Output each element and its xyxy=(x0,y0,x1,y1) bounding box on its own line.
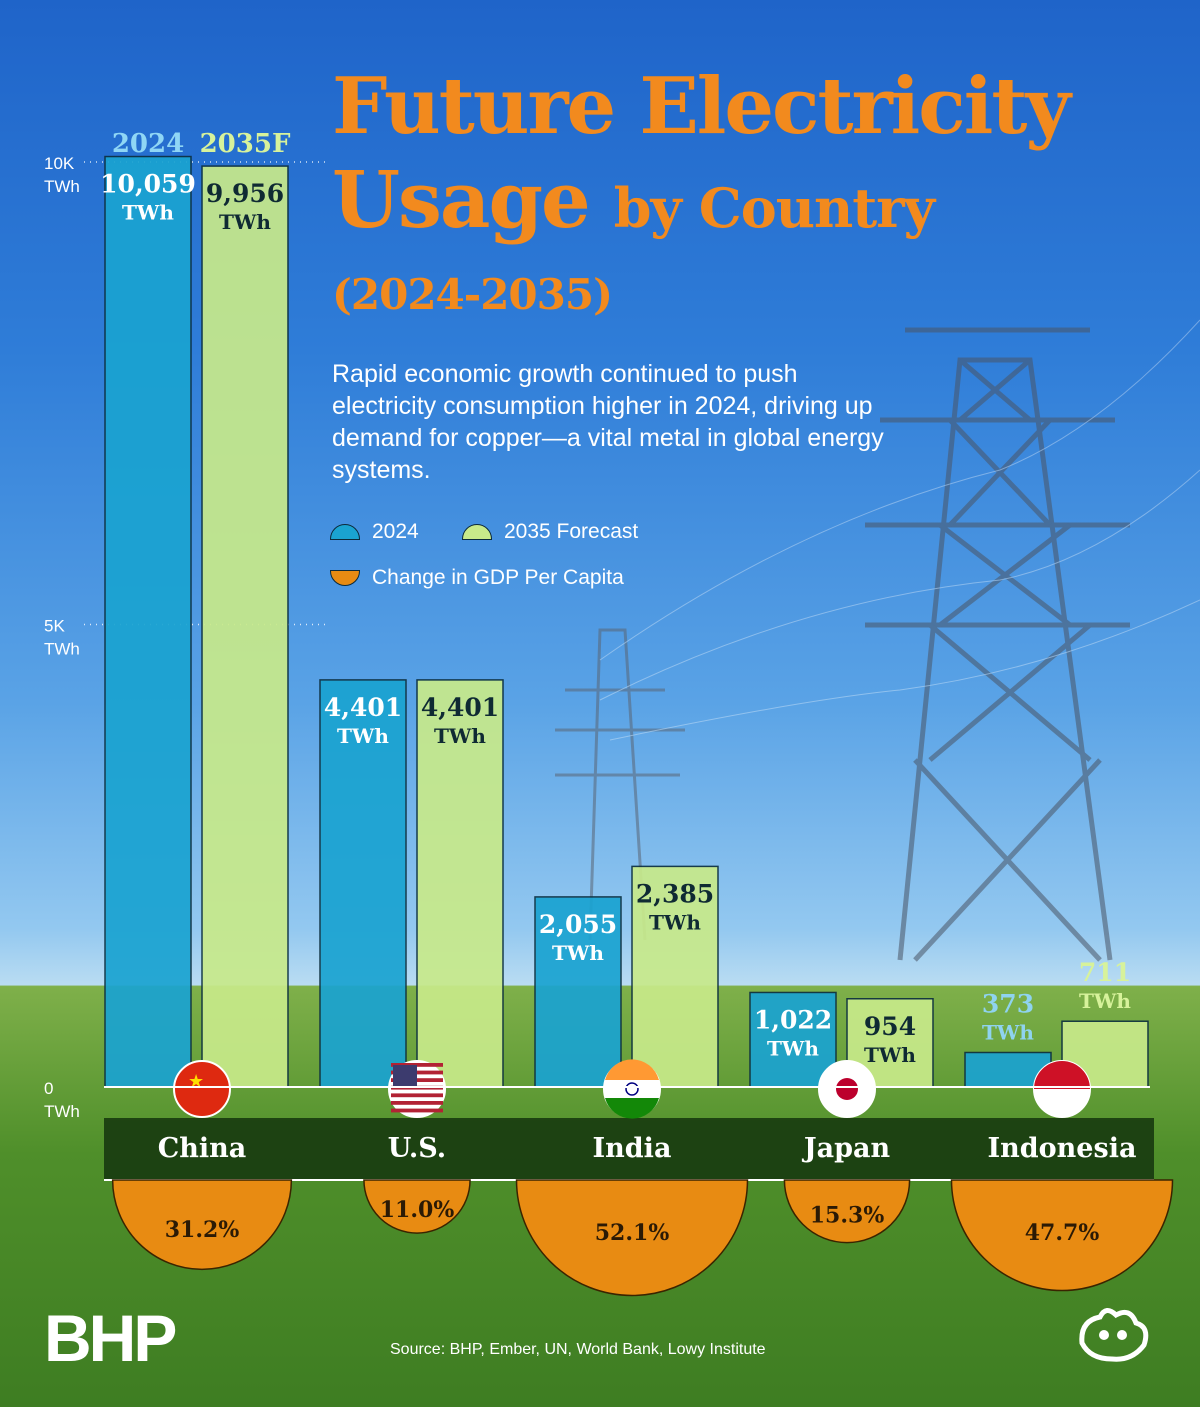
bar-unit-label: TWh xyxy=(219,210,271,234)
bar-2035-us xyxy=(416,679,504,1088)
bar-value-label: 4,401 xyxy=(421,693,499,722)
visual-capitalist-logo-icon xyxy=(1079,1308,1149,1362)
legend-gdp: Change in GDP Per Capita xyxy=(330,566,624,590)
country-label: China xyxy=(158,1133,247,1164)
title-by-country: by Country xyxy=(613,176,935,240)
y-tick-label: 0 xyxy=(44,1079,53,1098)
legend-label-gdp: Change in GDP Per Capita xyxy=(372,566,624,589)
bar-2024-china xyxy=(104,155,192,1088)
bar-unit-label: TWh xyxy=(864,1043,916,1067)
legend-label-2035: 2035 Forecast xyxy=(504,520,639,543)
bar-value-label: 1,022 xyxy=(754,1005,832,1034)
gdp-change-half-disc xyxy=(111,1179,293,1270)
bar-2024-india xyxy=(534,896,622,1088)
us-flag-stripe xyxy=(391,1063,443,1067)
bar-unit-label: TWh xyxy=(434,724,486,748)
legend-2035: 2035 Forecast xyxy=(462,520,638,544)
country-label: Japan xyxy=(802,1133,891,1164)
bar-2024-japan xyxy=(749,991,837,1088)
title-usage: Usage xyxy=(332,155,591,246)
us-flag-canton xyxy=(393,1065,417,1087)
gdp-change-label: 31.2% xyxy=(165,1217,240,1243)
us-flag-stripe xyxy=(391,1108,443,1113)
india-flag-green xyxy=(605,1098,659,1119)
bar-value-label: 9,956 xyxy=(206,179,284,208)
gdp-change-half-disc xyxy=(363,1179,471,1234)
country-band xyxy=(104,1118,1154,1180)
bar-2035-china xyxy=(201,165,289,1088)
bar-value-label: 954 xyxy=(864,1012,916,1041)
gdp-change-label: 15.3% xyxy=(810,1202,885,1228)
series-header-2035f: 2035F xyxy=(200,129,291,159)
bar-2024-us xyxy=(319,679,407,1088)
bar-value-label: 373 xyxy=(982,989,1034,1018)
title-line-2: Usage by Country xyxy=(332,162,935,240)
bar-unit-label: TWh xyxy=(337,724,389,748)
bhp-logo: BHP xyxy=(44,1301,177,1375)
bar-value-label: 2,385 xyxy=(636,879,714,908)
y-tick-unit: TWh xyxy=(44,1102,80,1121)
legend-2024: 2024 xyxy=(330,520,419,544)
bar-unit-label: TWh xyxy=(982,1020,1034,1044)
bar-unit-label: TWh xyxy=(552,941,604,965)
china-flag-icon xyxy=(173,1060,231,1118)
bar-value-label: 10,059 xyxy=(100,170,196,199)
source-note: Source: BHP, Ember, UN, World Bank, Lowy… xyxy=(390,1341,766,1358)
bar-unit-label: TWh xyxy=(649,910,701,934)
title-years: (2024-2035) xyxy=(332,270,613,319)
gdp-change-label: 47.7% xyxy=(1025,1220,1100,1246)
y-tick-unit: TWh xyxy=(44,177,80,196)
japan-flag-sun xyxy=(836,1078,858,1100)
bar-value-label: 2,055 xyxy=(539,910,617,939)
gdp-change-half-disc xyxy=(783,1179,911,1244)
bar-value-label: 4,401 xyxy=(324,693,402,722)
y-tick-unit: TWh xyxy=(44,640,80,659)
gdp-change-half-disc xyxy=(950,1179,1174,1291)
gdp-change-label: 11.0% xyxy=(380,1197,455,1223)
us-flag-stripe xyxy=(391,1101,443,1105)
country-label: U.S. xyxy=(388,1133,446,1164)
india-flag-wheel xyxy=(625,1082,639,1096)
y-tick-label: 10K xyxy=(44,154,75,173)
legend-label-2024: 2024 xyxy=(372,520,419,543)
bar-unit-label: TWh xyxy=(767,1036,819,1060)
y-tick-label: 5K xyxy=(44,617,65,636)
bar-unit-label: TWh xyxy=(122,201,174,225)
gdp-change-half-disc xyxy=(515,1179,749,1297)
description: Rapid economic growth continued to push … xyxy=(332,360,884,484)
indonesia-flag-red xyxy=(1034,1061,1090,1089)
series-header-2024: 2024 xyxy=(112,129,184,159)
bar-2035-india xyxy=(631,865,719,1088)
us-flag-stripe xyxy=(391,1093,443,1098)
country-label: India xyxy=(593,1133,672,1164)
gdp-change-label: 52.1% xyxy=(595,1220,670,1246)
india-flag-saffron xyxy=(605,1059,659,1080)
bar-value-label: 711 xyxy=(1079,958,1131,987)
title-line-1: Future Electricity xyxy=(332,61,1071,152)
country-label: Indonesia xyxy=(988,1133,1137,1164)
bar-unit-label: TWh xyxy=(1079,989,1131,1013)
